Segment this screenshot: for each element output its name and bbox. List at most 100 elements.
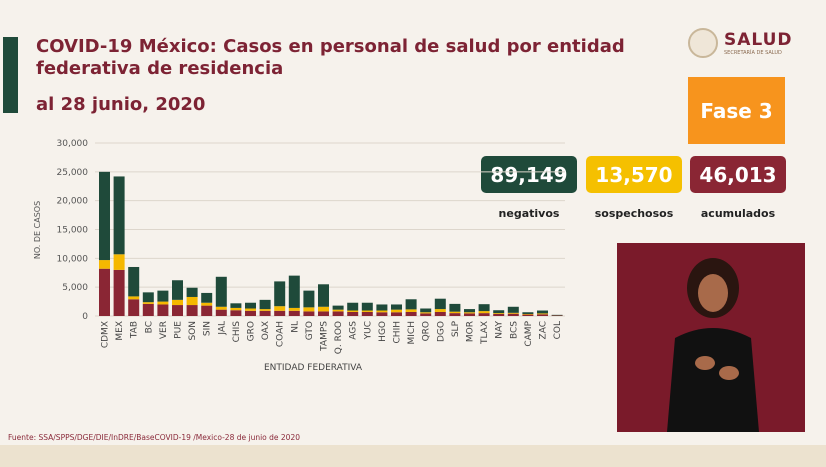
y-tick-label: 5,000 <box>62 283 88 293</box>
bar-negativos <box>332 305 344 310</box>
bar-negativos <box>288 275 300 308</box>
bar-sospechosos <box>245 308 256 311</box>
bar-sospechosos <box>157 301 169 305</box>
bar-acumulados <box>361 311 373 316</box>
bar-sospechosos <box>522 313 534 315</box>
bar-negativos <box>522 312 534 314</box>
x-tick-label: GRO <box>247 321 257 341</box>
logo-text: SALUD <box>724 30 793 50</box>
bar-sospechosos <box>288 307 300 311</box>
bar-sospechosos <box>215 306 227 310</box>
x-tick-label: COAH <box>276 321 286 347</box>
bar-acumulados <box>157 304 169 316</box>
x-tick-label: CDMX <box>101 321 111 348</box>
bar-acumulados <box>142 303 154 316</box>
bar-negativos <box>420 308 432 313</box>
bar-negativos <box>464 309 475 313</box>
bar-negativos <box>449 303 461 312</box>
x-tick-label: SON <box>188 321 198 341</box>
sospechosos-label: sospechosos <box>594 207 674 220</box>
x-tick-label: MICH <box>407 321 417 344</box>
bar-acumulados <box>478 313 490 316</box>
x-tick-label: HGO <box>378 321 388 342</box>
bar-sospechosos <box>361 310 373 312</box>
bar-sospechosos <box>537 313 548 315</box>
bar-sospechosos <box>99 260 110 269</box>
bar-acumulados <box>318 311 329 316</box>
bar-sospechosos <box>493 313 505 314</box>
x-tick-label: BC <box>144 321 154 333</box>
bar-sospechosos <box>186 296 198 306</box>
bar-acumulados <box>245 310 256 316</box>
phase-badge: Fase 3 <box>688 77 785 144</box>
bar-negativos <box>434 298 446 310</box>
x-tick-label: NAY <box>495 321 505 339</box>
bar-sospechosos <box>128 296 140 300</box>
bar-negativos <box>303 290 315 308</box>
bar-acumulados <box>259 310 271 316</box>
bar-sospechosos <box>405 309 417 312</box>
bar-negativos <box>186 287 198 297</box>
bar-acumulados <box>493 313 505 316</box>
bar-sospechosos <box>113 254 125 270</box>
y-tick-label: 25,000 <box>57 168 89 178</box>
bar-acumulados <box>113 269 125 316</box>
bar-sospechosos <box>507 312 519 314</box>
bar-acumulados <box>332 311 344 316</box>
y-tick-label: 30,000 <box>57 139 89 149</box>
x-tick-label: TLAX <box>480 321 490 345</box>
bar-acumulados <box>376 312 388 316</box>
bar-negativos <box>478 304 490 312</box>
bar-sospechosos <box>332 309 344 312</box>
bar-acumulados <box>128 299 140 316</box>
bar-sospechosos <box>347 310 359 312</box>
x-tick-label: MOR <box>466 321 476 342</box>
bar-negativos <box>172 280 183 300</box>
x-tick-label: TAB <box>130 321 140 339</box>
bar-acumulados <box>303 311 315 316</box>
seal-icon <box>688 28 718 58</box>
x-tick-label: NL <box>290 321 300 333</box>
bar-sospechosos <box>478 311 490 314</box>
x-tick-label: VER <box>159 321 169 339</box>
page-title: COVID-19 México: Casos en personal de sa… <box>36 36 625 79</box>
bar-negativos <box>245 302 256 309</box>
x-tick-label: CAMP <box>524 320 534 346</box>
x-tick-label: AGS <box>349 321 359 340</box>
x-tick-label: PUE <box>174 321 184 339</box>
bar-acumulados <box>434 311 446 316</box>
x-tick-label: DGO <box>436 321 446 342</box>
interpreter-figure <box>667 258 759 432</box>
bar-sospechosos <box>391 309 402 313</box>
bar-acumulados <box>347 311 359 316</box>
x-tick-label: ZAC <box>539 321 549 339</box>
bar-acumulados <box>464 313 475 316</box>
x-tick-label: BCS <box>509 321 519 339</box>
bar-acumulados <box>405 311 417 316</box>
bar-acumulados <box>507 313 519 316</box>
bar-sospechosos <box>449 311 461 314</box>
bar-negativos <box>230 303 242 308</box>
bar-negativos <box>405 299 417 310</box>
bar-sospechosos <box>259 309 271 311</box>
y-tick-label: 0 <box>82 312 88 322</box>
x-tick-label: CHIH <box>393 321 403 343</box>
bar-negativos <box>537 310 548 314</box>
bar-acumulados <box>537 314 548 316</box>
x-tick-label: GTO <box>305 321 315 340</box>
stacked-bar-chart: 0 5,000 10,000 15,000 20,000 25,000 30,000 NO. … <box>33 139 565 373</box>
bar-negativos <box>99 171 110 261</box>
page-subtitle: al 28 junio, 2020 <box>36 94 206 115</box>
bar-negativos <box>128 266 140 297</box>
bar-acumulados <box>201 305 213 316</box>
acumulados-card: 46,013 <box>690 156 786 193</box>
bar-negativos <box>361 302 373 311</box>
y-tick-label: 10,000 <box>57 254 89 264</box>
x-tick-label: Q. ROO <box>334 321 344 354</box>
y-tick-label: 20,000 <box>57 197 89 207</box>
bar-sospechosos <box>434 309 446 312</box>
bar-sospechosos <box>303 307 315 312</box>
bar-negativos <box>551 314 563 316</box>
bar-negativos <box>201 292 213 303</box>
bar-acumulados <box>522 314 534 316</box>
